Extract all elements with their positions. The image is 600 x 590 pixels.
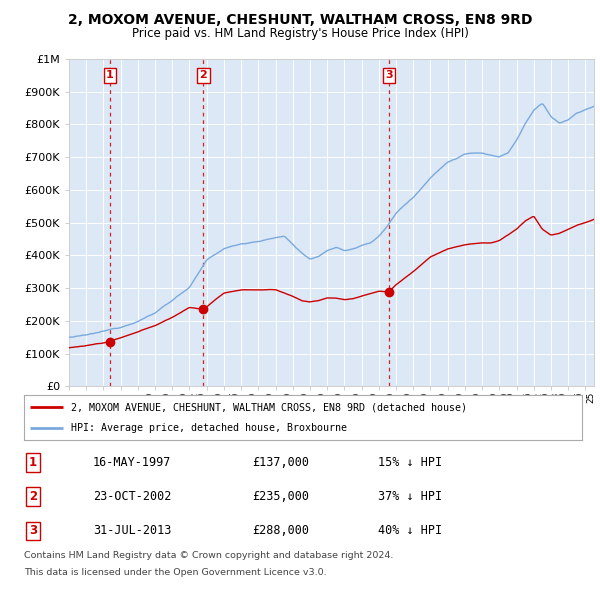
Text: 2, MOXOM AVENUE, CHESHUNT, WALTHAM CROSS, EN8 9RD: 2, MOXOM AVENUE, CHESHUNT, WALTHAM CROSS… <box>68 13 532 27</box>
Text: 16-MAY-1997: 16-MAY-1997 <box>93 456 172 469</box>
Text: £235,000: £235,000 <box>252 490 309 503</box>
Text: 2: 2 <box>200 70 208 80</box>
Text: 1: 1 <box>106 70 113 80</box>
Text: This data is licensed under the Open Government Licence v3.0.: This data is licensed under the Open Gov… <box>24 568 326 576</box>
Text: 40% ↓ HPI: 40% ↓ HPI <box>378 525 442 537</box>
Text: 15% ↓ HPI: 15% ↓ HPI <box>378 456 442 469</box>
Text: HPI: Average price, detached house, Broxbourne: HPI: Average price, detached house, Brox… <box>71 424 347 434</box>
Text: 2: 2 <box>29 490 37 503</box>
Text: 1: 1 <box>29 456 37 469</box>
Text: £137,000: £137,000 <box>252 456 309 469</box>
Text: 2, MOXOM AVENUE, CHESHUNT, WALTHAM CROSS, EN8 9RD (detached house): 2, MOXOM AVENUE, CHESHUNT, WALTHAM CROSS… <box>71 402 467 412</box>
Text: 31-JUL-2013: 31-JUL-2013 <box>93 525 172 537</box>
Text: 23-OCT-2002: 23-OCT-2002 <box>93 490 172 503</box>
Text: 3: 3 <box>385 70 392 80</box>
Text: 3: 3 <box>29 525 37 537</box>
Text: Contains HM Land Registry data © Crown copyright and database right 2024.: Contains HM Land Registry data © Crown c… <box>24 551 394 560</box>
Text: 37% ↓ HPI: 37% ↓ HPI <box>378 490 442 503</box>
Text: £288,000: £288,000 <box>252 525 309 537</box>
Text: Price paid vs. HM Land Registry's House Price Index (HPI): Price paid vs. HM Land Registry's House … <box>131 27 469 40</box>
